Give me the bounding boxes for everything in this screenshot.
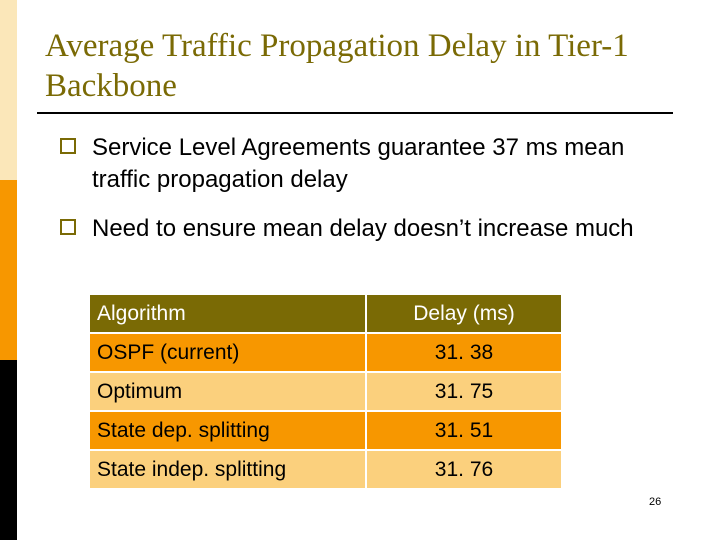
bullet-list: Service Level Agreements guarantee 37 ms…	[60, 132, 680, 262]
algorithm-cell: State indep. splitting	[88, 449, 367, 490]
table-row: State indep. splitting 31. 76	[88, 449, 563, 490]
header-delay: Delay (ms)	[365, 293, 563, 334]
delay-cell: 31. 76	[365, 449, 563, 490]
bullet-text: Service Level Agreements guarantee 37 ms…	[92, 134, 625, 193]
page-number: 26	[649, 496, 662, 508]
slide-title: Average Traffic Propagation Delay in Tie…	[45, 28, 629, 104]
checkbox-bullet-icon	[60, 138, 76, 154]
table-row: State dep. splitting 31. 51	[88, 410, 563, 451]
algorithm-cell: OSPF (current)	[88, 332, 367, 373]
side-stripe-middle	[0, 180, 17, 360]
algorithm-cell: State dep. splitting	[88, 410, 367, 451]
table-row: OSPF (current) 31. 38	[88, 332, 563, 373]
table-row: Optimum 31. 75	[88, 371, 563, 412]
checkbox-bullet-icon	[60, 219, 76, 235]
header-algorithm: Algorithm	[88, 293, 367, 334]
delay-cell: 31. 51	[365, 410, 563, 451]
side-stripe-top	[0, 0, 17, 180]
bullet-item: Need to ensure mean delay doesn’t increa…	[60, 213, 680, 245]
delay-cell: 31. 38	[365, 332, 563, 373]
table-header-row: Algorithm Delay (ms)	[88, 293, 563, 334]
bullet-text: Need to ensure mean delay doesn’t increa…	[92, 215, 634, 242]
bullet-item: Service Level Agreements guarantee 37 ms…	[60, 132, 680, 196]
side-stripe-bottom	[0, 360, 17, 540]
delay-cell: 31. 75	[365, 371, 563, 412]
delay-table: Algorithm Delay (ms) OSPF (current) 31. …	[88, 293, 563, 490]
algorithm-cell: Optimum	[88, 371, 367, 412]
title-divider	[37, 112, 673, 114]
